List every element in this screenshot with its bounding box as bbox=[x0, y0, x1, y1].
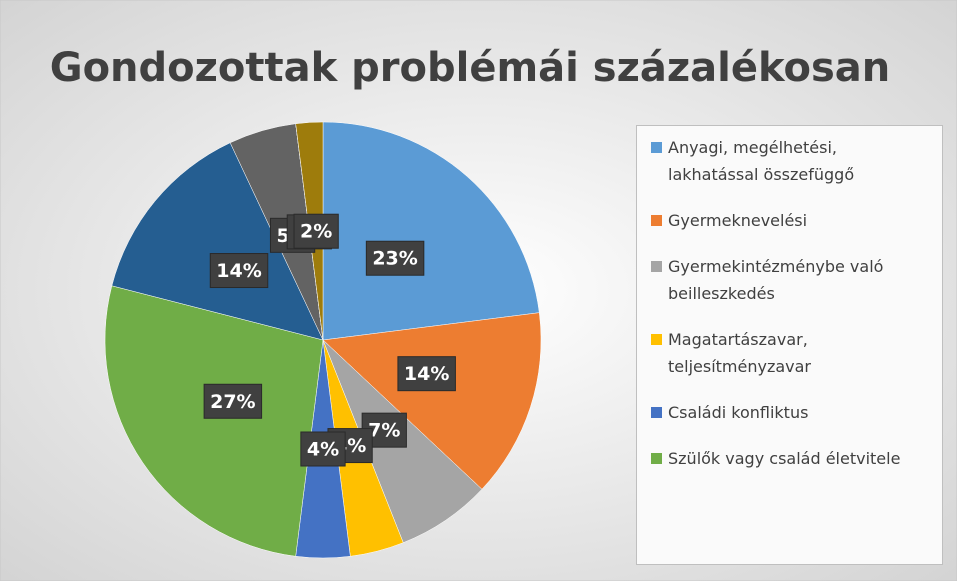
slices bbox=[104, 121, 542, 559]
legend-label: Gyermeknevelési bbox=[668, 211, 808, 230]
legend-item: Gyermeknevelési bbox=[651, 207, 932, 234]
data-label-box bbox=[397, 356, 456, 392]
data-label: 14% bbox=[216, 260, 261, 282]
data-labels: 23%14%7%4%4%27%14%5%0%2% bbox=[203, 213, 456, 467]
legend-label: Szülők vagy család életvitele bbox=[668, 449, 901, 468]
data-label: 23% bbox=[372, 248, 417, 270]
data-label-box bbox=[293, 213, 339, 249]
pie-slice bbox=[322, 312, 542, 490]
legend-item: Anyagi, megélhetési, lakhatással összefü… bbox=[651, 134, 932, 188]
legend-label: Magatartászavar, teljesítményzavar bbox=[668, 330, 811, 376]
legend: Anyagi, megélhetési, lakhatással összefü… bbox=[636, 125, 943, 565]
legend-item: Gyermekintézménybe való beilleszkedés bbox=[651, 253, 932, 307]
data-label: 7% bbox=[368, 420, 400, 442]
legend-item: Magatartászavar, teljesítményzavar bbox=[651, 326, 932, 380]
legend-label: Anyagi, megélhetési, lakhatással összefü… bbox=[668, 138, 855, 184]
chart-title: Gondozottak problémái százalékosan bbox=[50, 45, 891, 91]
pie-slice bbox=[111, 142, 324, 341]
pie-slice bbox=[322, 121, 540, 341]
legend-swatch bbox=[651, 334, 662, 345]
legend-item: Szülők vagy család életvitele bbox=[651, 445, 932, 472]
legend-label: Gyermekintézménybe való beilleszkedés bbox=[668, 257, 884, 303]
data-label-box bbox=[365, 240, 425, 276]
legend-swatch bbox=[651, 453, 662, 464]
legend-swatch bbox=[651, 407, 662, 418]
data-label: 4% bbox=[307, 439, 339, 461]
data-label: 2% bbox=[300, 221, 332, 243]
data-label-box bbox=[209, 253, 269, 289]
data-label: 14% bbox=[404, 363, 449, 385]
legend-swatch bbox=[651, 215, 662, 226]
pie-slice bbox=[104, 285, 324, 557]
legend-item: Családi konfliktus bbox=[651, 399, 932, 426]
data-label-box bbox=[300, 431, 346, 467]
legend-label: Családi konfliktus bbox=[668, 403, 809, 422]
legend-swatch bbox=[651, 142, 662, 153]
legend-swatch bbox=[651, 261, 662, 272]
data-label: 27% bbox=[210, 391, 255, 413]
data-label-box bbox=[203, 383, 263, 419]
